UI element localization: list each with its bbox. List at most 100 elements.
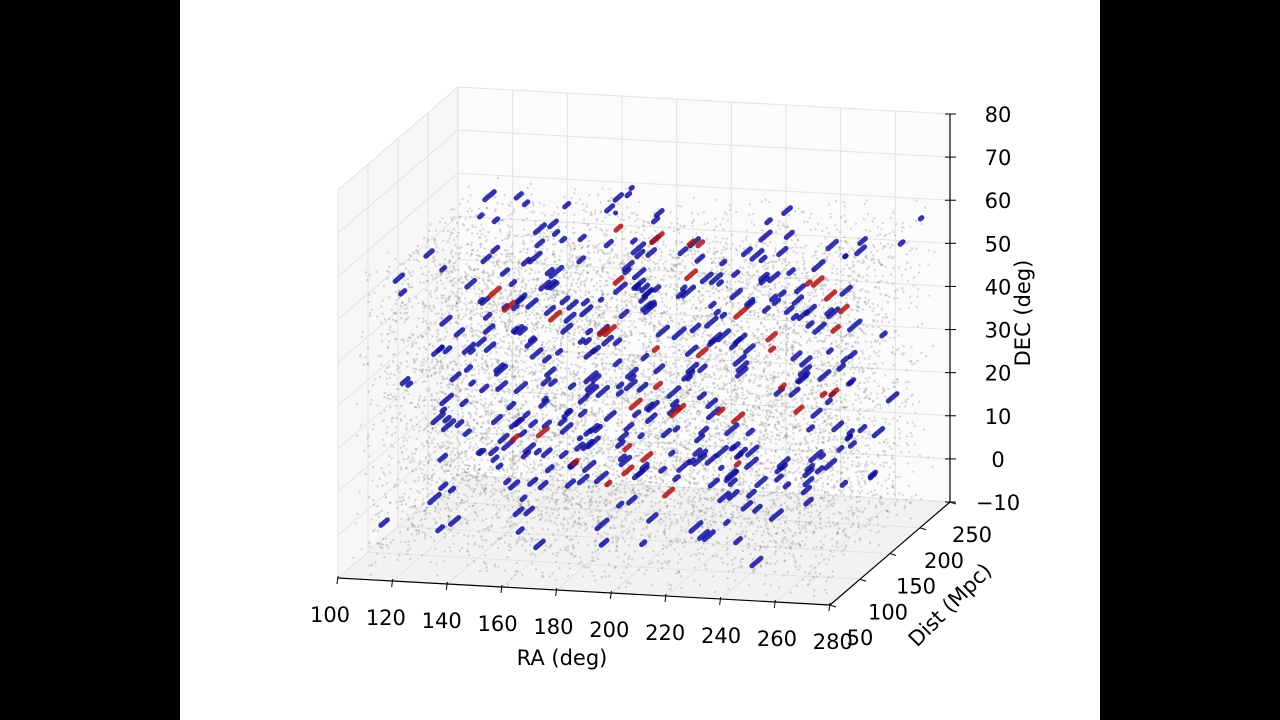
data-point (905, 381, 908, 384)
data-point (619, 218, 622, 221)
data-point (564, 488, 567, 492)
data-point (835, 408, 838, 411)
data-point (428, 369, 431, 372)
data-point (830, 288, 833, 291)
data-point (696, 274, 700, 277)
data-point (707, 290, 711, 293)
data-point (508, 451, 512, 455)
data-point (629, 333, 633, 336)
data-point (617, 586, 621, 590)
data-point (795, 246, 798, 249)
data-point (824, 284, 827, 288)
data-point (816, 405, 819, 409)
data-point (802, 328, 805, 331)
data-point (706, 386, 709, 389)
data-point (493, 397, 497, 400)
data-point (668, 434, 671, 437)
data-point (498, 266, 501, 269)
data-point (559, 376, 562, 379)
data-point (456, 474, 459, 477)
data-point (864, 296, 867, 299)
data-point (667, 371, 671, 374)
data-point (496, 262, 499, 265)
data-point (829, 448, 832, 451)
data-point (549, 231, 552, 234)
data-point (585, 210, 588, 213)
data-point (514, 414, 517, 417)
data-point (579, 556, 582, 559)
data-point (412, 358, 415, 361)
data-point (556, 477, 559, 480)
data-point (748, 470, 752, 473)
data-point (647, 267, 651, 270)
data-point (662, 519, 665, 523)
data-point (399, 530, 402, 534)
data-point (724, 270, 728, 273)
data-point (507, 203, 510, 207)
data-point (577, 345, 580, 349)
data-point (722, 433, 725, 436)
data-point (383, 409, 386, 412)
data-point (674, 351, 677, 354)
data-point (782, 574, 786, 578)
data-point (403, 415, 406, 418)
data-point (563, 350, 566, 354)
data-point (509, 258, 512, 262)
data-point (636, 354, 639, 357)
data-point (477, 288, 481, 291)
data-point (697, 401, 700, 405)
data-point (504, 237, 507, 240)
data-point (490, 490, 493, 493)
data-point (746, 390, 749, 393)
data-point (657, 394, 660, 397)
data-point (677, 204, 680, 207)
data-point (909, 225, 912, 228)
data-point (625, 481, 628, 484)
data-point (444, 300, 448, 304)
data-point (528, 544, 532, 547)
data-point (493, 309, 496, 312)
data-point (785, 264, 788, 267)
data-point (858, 408, 862, 411)
data-point (857, 397, 861, 400)
data-point (572, 468, 576, 471)
data-point (830, 416, 834, 420)
data-point (524, 549, 527, 552)
data-point (389, 372, 393, 375)
data-point (444, 490, 447, 493)
data-point (528, 272, 532, 275)
data-point (511, 495, 514, 498)
data-point (814, 503, 817, 506)
data-point (670, 268, 673, 272)
data-point (529, 366, 532, 369)
data-point (506, 298, 510, 301)
data-point (917, 271, 921, 274)
data-point (870, 367, 873, 371)
data-point (835, 278, 839, 281)
data-point (548, 546, 551, 549)
data-point (894, 329, 898, 333)
data-point (552, 289, 556, 293)
data-point (595, 272, 599, 275)
data-point (389, 541, 393, 544)
data-point (915, 247, 918, 250)
data-point (885, 281, 889, 284)
data-point (553, 345, 556, 349)
data-point (592, 268, 595, 271)
data-point (776, 497, 779, 500)
data-point (791, 491, 795, 494)
data-point (742, 488, 745, 491)
data-point (444, 525, 448, 528)
data-point (386, 333, 389, 336)
data-point (768, 344, 771, 347)
data-point (422, 317, 425, 320)
data-point (765, 459, 769, 462)
data-point (672, 481, 676, 485)
data-point (725, 541, 729, 545)
data-point (441, 317, 444, 320)
data-point (693, 334, 696, 338)
data-point (573, 322, 576, 326)
data-point (664, 524, 667, 527)
data-point (629, 431, 632, 434)
data-point (465, 229, 469, 232)
